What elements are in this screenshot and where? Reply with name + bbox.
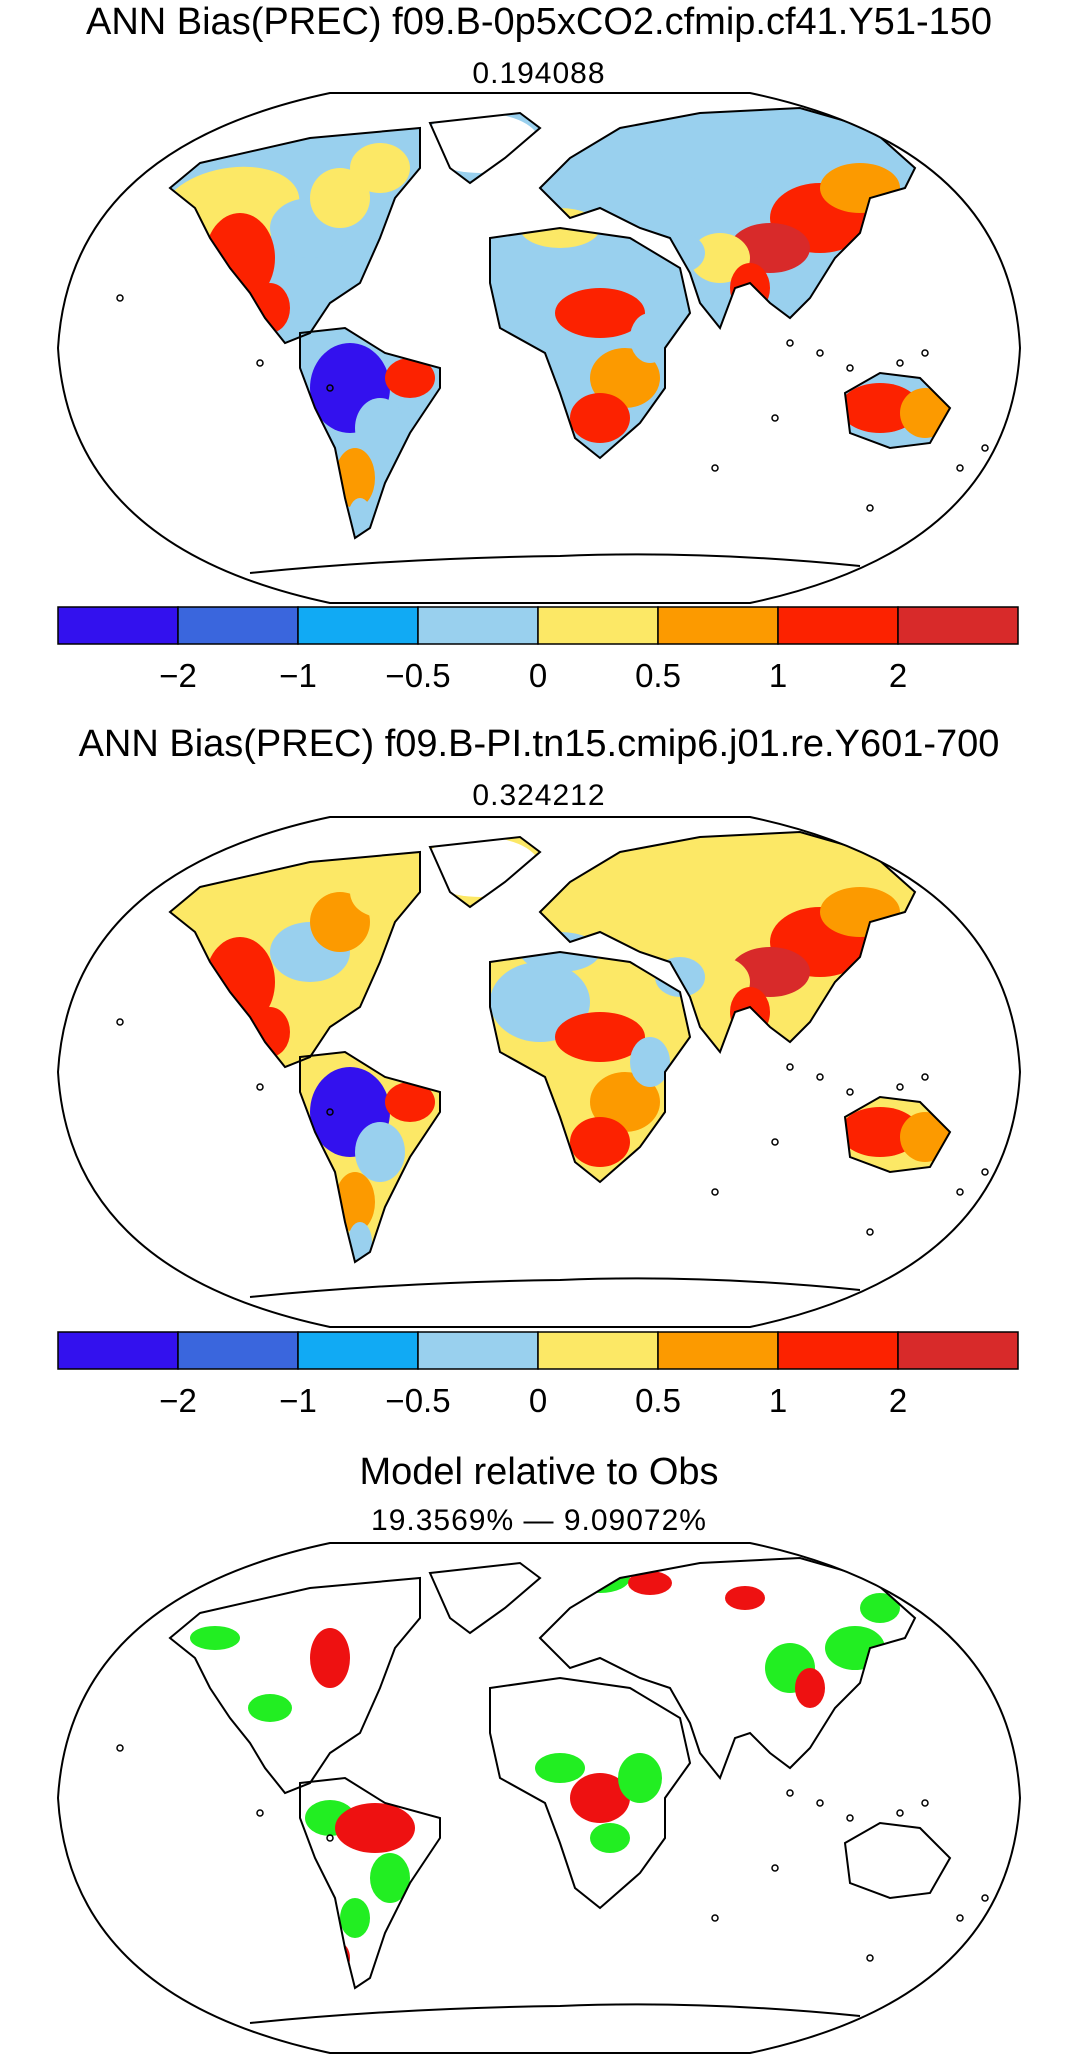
colorbar-tick-label: −1 xyxy=(279,1382,317,1419)
panel-2-title: ANN Bias(PREC) f09.B-PI.tn15.cmip6.j01.r… xyxy=(78,723,1000,765)
colorbar-tick-label: −0.5 xyxy=(385,1382,450,1419)
colorbar-tick-label: −2 xyxy=(159,1382,197,1419)
panel-2-value: 0.324212 xyxy=(472,779,606,812)
map-panel-1 xyxy=(56,92,1022,604)
colorbar-swatch xyxy=(657,606,779,645)
panel-3-title: Model relative to Obs xyxy=(359,1451,719,1493)
colorbar-1: −2 −1 −0.5 0 0.5 1 2 xyxy=(57,606,1019,694)
colorbar-tick-label: −2 xyxy=(159,657,197,694)
colorbar-swatch xyxy=(297,1331,419,1370)
map-panel-2 xyxy=(56,816,1022,1328)
colorbar-swatch xyxy=(777,606,899,645)
colorbar-tick-label: 1 xyxy=(769,1382,787,1419)
colorbar-swatch xyxy=(777,1331,899,1370)
colorbar-tick-label: 2 xyxy=(889,657,907,694)
colorbar-swatch xyxy=(177,1331,299,1370)
colorbar-tick-label: −0.5 xyxy=(385,657,450,694)
panel-1-value: 0.194088 xyxy=(472,57,606,90)
colorbar-tick-label: 0.5 xyxy=(635,1382,681,1419)
colorbar-swatch xyxy=(177,606,299,645)
colorbar-swatch xyxy=(657,1331,779,1370)
colorbar-swatch xyxy=(537,1331,659,1370)
colorbar-tick-label: 2 xyxy=(889,1382,907,1419)
colorbar-swatch xyxy=(897,1331,1019,1370)
panel-3-value: 19.3569% — 9.09072% xyxy=(371,1504,707,1537)
colorbar-tick-label: 0.5 xyxy=(635,657,681,694)
colorbar-swatch xyxy=(897,606,1019,645)
panel-1-title: ANN Bias(PREC) f09.B-0p5xCO2.cfmip.cf41.… xyxy=(85,1,993,43)
colorbar-swatch xyxy=(417,606,539,645)
map-panel-3 xyxy=(56,1542,1022,2054)
colorbar-swatch xyxy=(57,1331,179,1370)
colorbar-tick-label: 0 xyxy=(529,657,547,694)
colorbar-swatch xyxy=(417,1331,539,1370)
colorbar-swatch xyxy=(57,606,179,645)
colorbar-tick-label: 1 xyxy=(769,657,787,694)
colorbar-tick-label: 0 xyxy=(529,1382,547,1419)
colorbar-2: −2 −1 −0.5 0 0.5 1 2 xyxy=(57,1331,1019,1419)
colorbar-swatch xyxy=(537,606,659,645)
colorbar-swatch xyxy=(297,606,419,645)
colorbar-tick-label: −1 xyxy=(279,657,317,694)
